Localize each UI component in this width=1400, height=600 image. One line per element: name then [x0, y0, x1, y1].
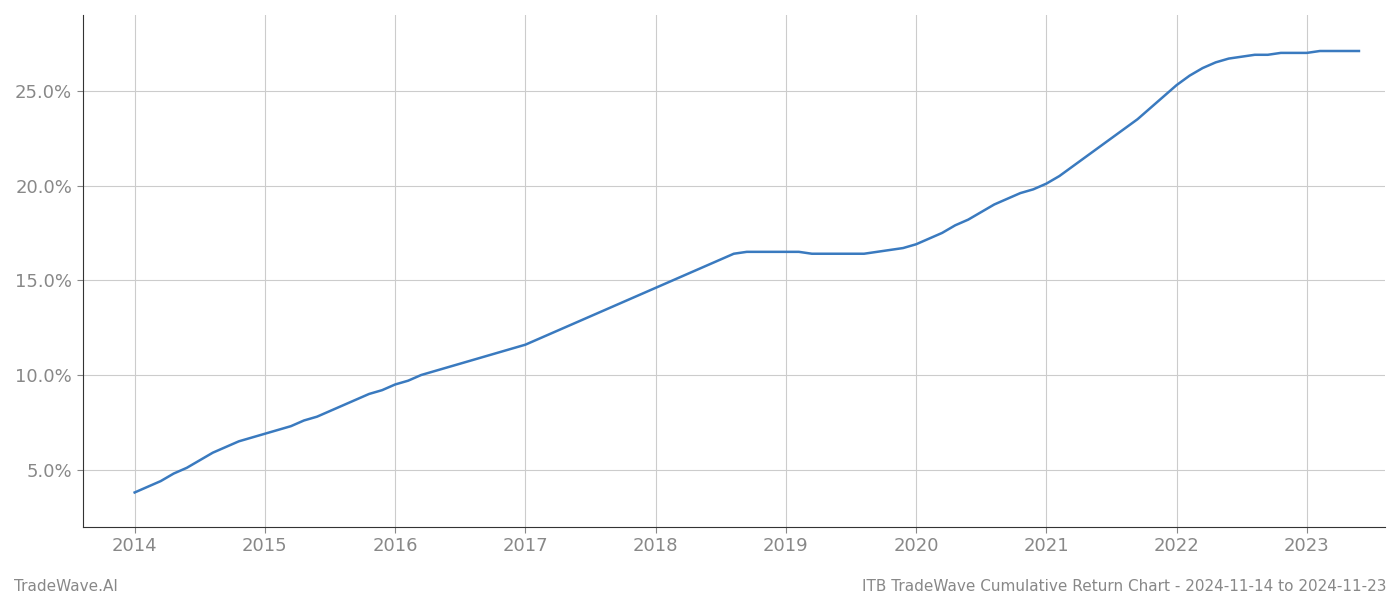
- Text: ITB TradeWave Cumulative Return Chart - 2024-11-14 to 2024-11-23: ITB TradeWave Cumulative Return Chart - …: [861, 579, 1386, 594]
- Text: TradeWave.AI: TradeWave.AI: [14, 579, 118, 594]
